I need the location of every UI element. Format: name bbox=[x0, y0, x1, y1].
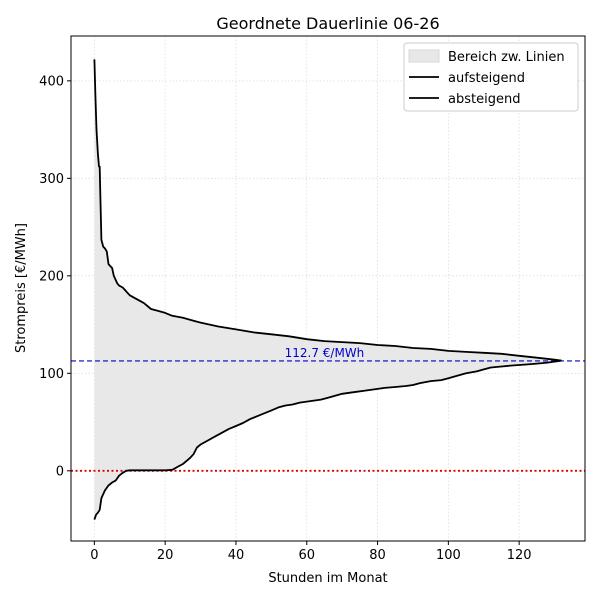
y-tick-label: 100 bbox=[39, 367, 64, 382]
y-tick-label: 200 bbox=[39, 269, 64, 284]
x-axis-label: Stunden im Monat bbox=[268, 571, 387, 586]
x-tick-label: 20 bbox=[157, 548, 174, 563]
legend-descending-label: absteigend bbox=[448, 92, 520, 107]
plot-frame bbox=[70, 35, 586, 542]
legend-fill-label: Bereich zw. Linien bbox=[448, 50, 565, 65]
y-tick-label: 0 bbox=[56, 464, 64, 479]
mean-price-label: 112.7 €/MWh bbox=[285, 346, 365, 360]
y-tick-label: 400 bbox=[39, 74, 64, 89]
x-tick-label: 120 bbox=[507, 548, 532, 563]
x-tick-label: 60 bbox=[298, 548, 315, 563]
x-tick-label: 80 bbox=[369, 548, 386, 563]
x-tick-label: 40 bbox=[228, 548, 245, 563]
legend-box bbox=[403, 42, 579, 112]
y-tick-label: 300 bbox=[39, 172, 64, 187]
series-line-descending bbox=[93, 59, 562, 362]
x-tick-label: 100 bbox=[436, 548, 461, 563]
legend-fill-swatch bbox=[408, 49, 440, 63]
x-tick-label: 0 bbox=[90, 548, 98, 563]
legend: Bereich zw. Linien aufsteigend absteigen… bbox=[403, 42, 579, 112]
area-between-lines bbox=[94, 59, 562, 520]
legend-ascending-label: aufsteigend bbox=[448, 71, 525, 86]
y-axis-label: Strompreis [€/MWh] bbox=[14, 223, 29, 353]
chart-title: Geordnete Dauerlinie 06-26 bbox=[216, 14, 439, 33]
series-line-ascending bbox=[93, 359, 562, 520]
